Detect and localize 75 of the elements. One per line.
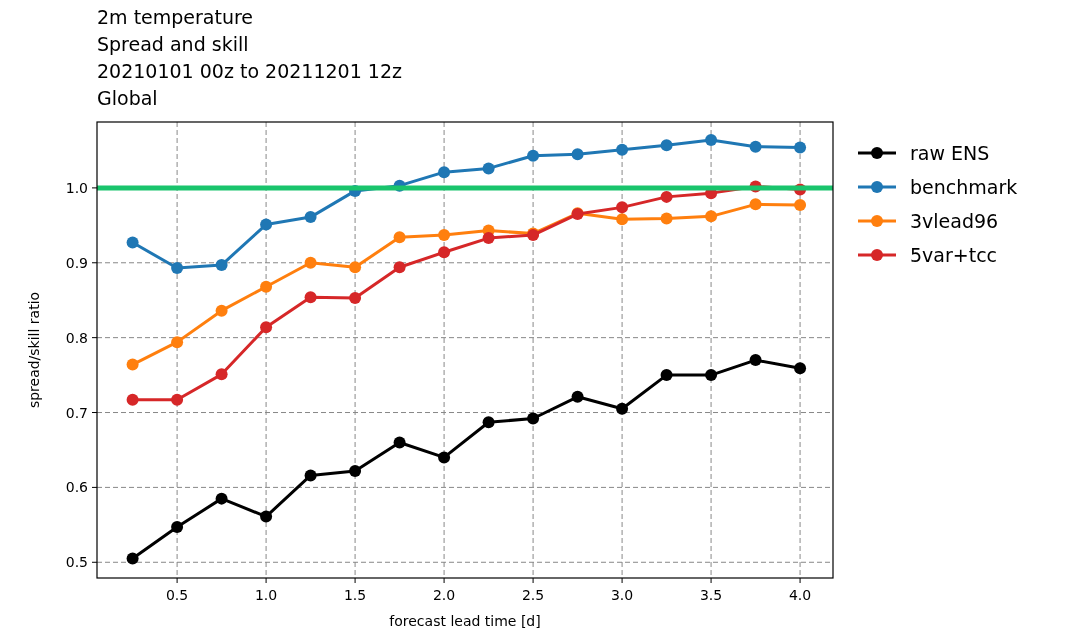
x-tick-label: 1.5	[343, 587, 367, 603]
point	[660, 190, 673, 203]
point	[126, 236, 139, 249]
point	[260, 321, 273, 334]
legend-label: 5var+tcc	[910, 244, 998, 266]
point	[571, 390, 584, 403]
point	[616, 402, 629, 415]
x-tick-label: 1.0	[254, 587, 278, 603]
chart-title: 2m temperature Spread and skill 20210101 00z to 20211201 12z Global	[97, 6, 402, 109]
point	[393, 261, 406, 274]
x-tick-label: 4.0	[788, 587, 812, 603]
point	[438, 246, 451, 259]
point	[616, 213, 629, 226]
point	[304, 256, 317, 269]
point	[749, 354, 762, 367]
point	[616, 143, 629, 156]
point	[171, 521, 184, 534]
point	[171, 393, 184, 406]
point	[393, 231, 406, 244]
point	[438, 229, 451, 242]
point	[571, 148, 584, 161]
point	[527, 149, 540, 162]
point	[260, 280, 273, 293]
point	[304, 291, 317, 304]
point	[349, 261, 362, 274]
point	[660, 139, 673, 152]
legend-label: raw ENS	[910, 142, 990, 164]
point	[126, 393, 139, 406]
point	[660, 212, 673, 225]
point	[215, 368, 228, 381]
point	[260, 510, 273, 523]
point	[705, 133, 718, 146]
x-tick-label: 2.0	[432, 587, 456, 603]
x-axis-title: forecast lead time [d]	[389, 613, 541, 629]
point	[393, 436, 406, 449]
point	[794, 141, 807, 154]
point	[794, 199, 807, 212]
point	[482, 416, 495, 429]
point	[171, 262, 184, 275]
point	[349, 464, 362, 477]
point	[215, 259, 228, 272]
point	[616, 201, 629, 214]
point	[215, 304, 228, 317]
point	[215, 492, 228, 505]
y-tick-label: 0.6	[65, 479, 89, 496]
point	[482, 232, 495, 245]
y-tick-label: 0.7	[65, 404, 88, 421]
point	[749, 140, 762, 153]
point	[349, 291, 362, 304]
point	[660, 369, 673, 382]
x-tick-label: 0.5	[165, 587, 189, 603]
y-tick-label: 1.0	[65, 179, 88, 196]
y-tick-label: 0.9	[65, 254, 88, 271]
point	[304, 469, 317, 482]
point	[304, 211, 317, 224]
x-tick-label: 2.5	[521, 587, 545, 603]
x-tick-label: 3.5	[699, 587, 723, 603]
point	[126, 358, 139, 371]
legend-label: benchmark	[910, 176, 1018, 198]
point	[527, 412, 540, 425]
point	[705, 369, 718, 382]
point	[705, 210, 718, 223]
y-axis-title: spread/skill ratio	[26, 291, 42, 409]
point	[438, 451, 451, 464]
point	[171, 336, 184, 349]
point	[260, 218, 273, 231]
x-tick-label: 3.0	[610, 587, 634, 603]
point	[794, 362, 807, 375]
y-tick-label: 0.8	[65, 329, 88, 346]
point	[438, 166, 451, 179]
point	[749, 198, 762, 211]
point	[126, 552, 139, 565]
point	[482, 162, 495, 175]
legend-label: 3vlead96	[910, 210, 999, 232]
y-tick-label: 0.5	[65, 554, 88, 571]
